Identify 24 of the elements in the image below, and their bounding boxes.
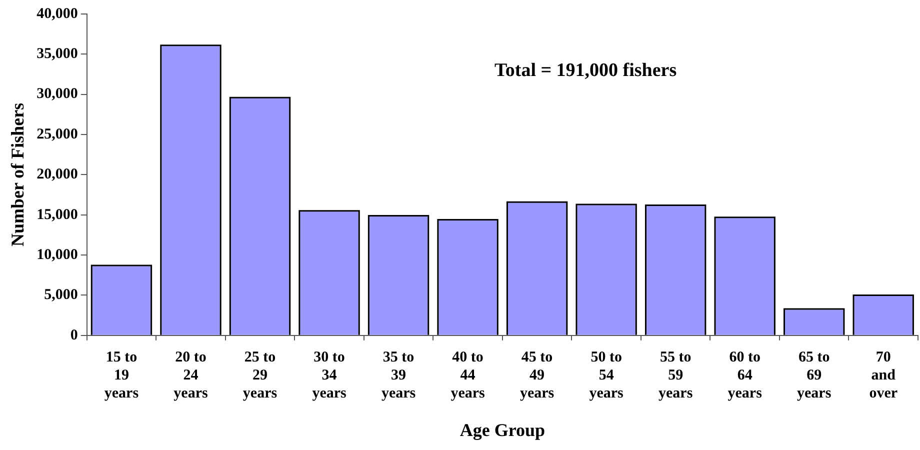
y-tick-label: 40,000 [36, 6, 78, 22]
x-tick-label: 55 to 59 years [658, 349, 693, 402]
y-tick-label: 20,000 [36, 166, 78, 183]
y-tick-label: 30,000 [36, 86, 78, 102]
x-tick-label: 65 to 69 years [797, 349, 832, 402]
x-tick-label: 50 to 54 years [589, 349, 624, 402]
y-axis-title: Number of Fishers [7, 102, 28, 247]
y-tick-label: 25,000 [36, 126, 78, 142]
x-tick-label: 70 and over [869, 349, 898, 402]
y-tick-label: 0 [70, 327, 78, 344]
annotation: Total = 191,000 fishers [494, 60, 677, 81]
x-tick-label: 15 to 19 years [104, 349, 139, 402]
x-tick-label: 30 to 34 years [312, 349, 347, 402]
y-tick-label: 5,000 [44, 287, 78, 304]
x-tick-label: 40 to 44 years [450, 349, 486, 402]
x-tick-label: 45 to 49 years [520, 349, 554, 402]
x-tick-label: 60 to 64 years [728, 349, 762, 402]
y-tick-label: 15,000 [36, 206, 78, 223]
y-tick-label: 35,000 [36, 46, 78, 62]
x-tick-label: 20 to 24 years [174, 349, 208, 402]
x-tick-label: 35 to 39 years [381, 349, 416, 402]
x-tick-label: 25 to 29 years [242, 349, 278, 402]
x-axis-title: Age Group [460, 420, 546, 440]
y-tick-label: 10,000 [36, 246, 78, 263]
